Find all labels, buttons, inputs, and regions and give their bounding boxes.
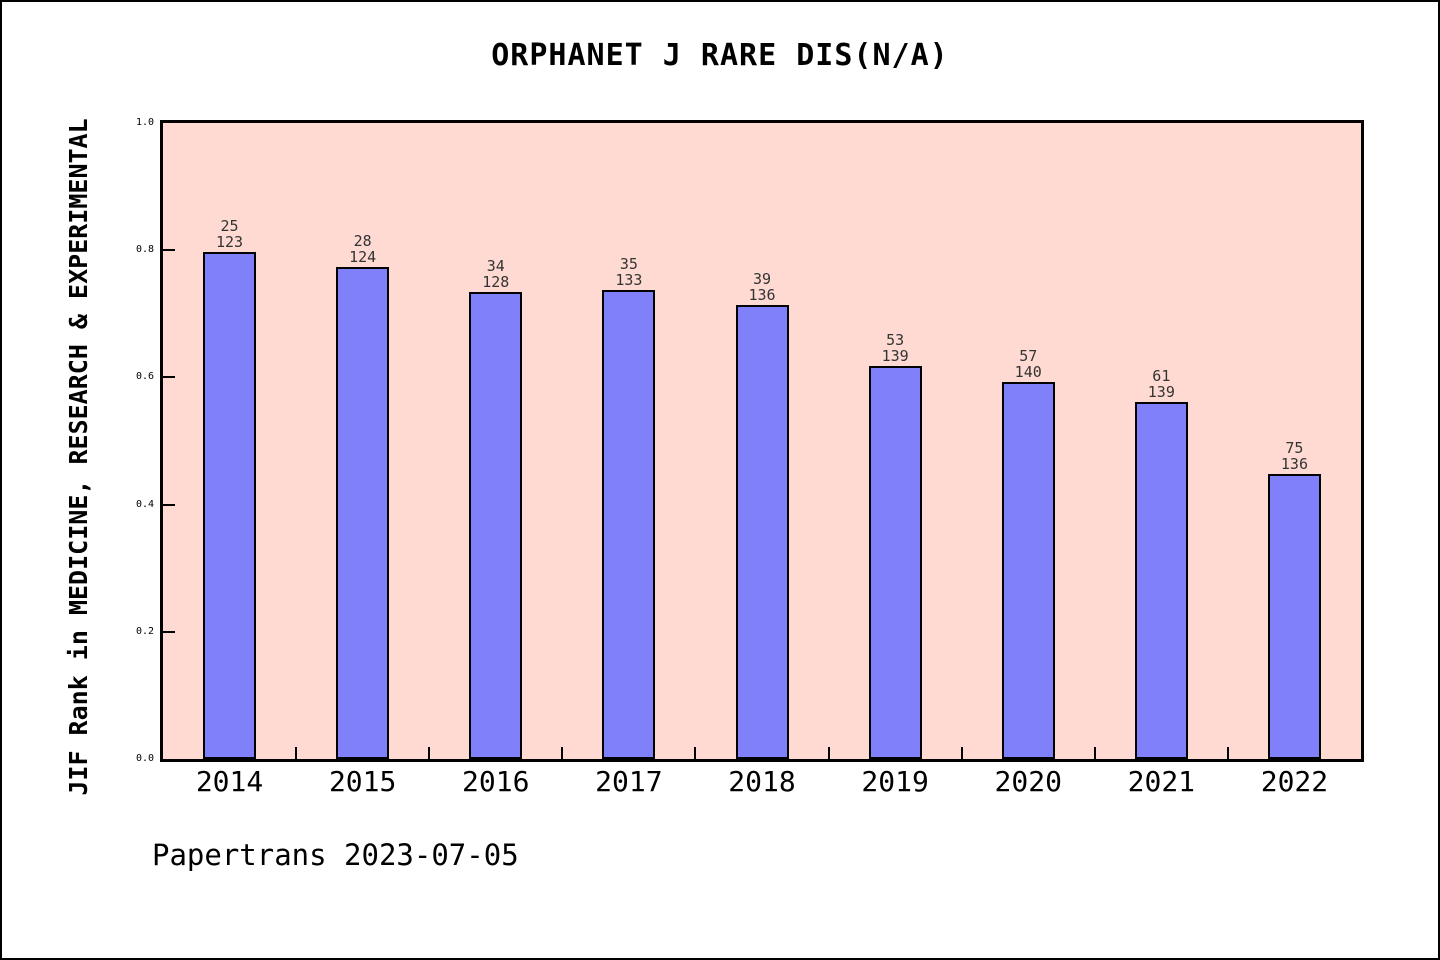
bar-2015: [336, 267, 390, 759]
x-tick-mark: [828, 747, 830, 759]
x-tick-label-2021: 2021: [1127, 765, 1196, 798]
x-tick-mark: [694, 747, 696, 759]
y-tick-mark: [163, 249, 175, 251]
x-tick-mark: [961, 747, 963, 759]
y-tick-label: 0.2: [135, 625, 154, 637]
x-tick-label-2022: 2022: [1260, 765, 1329, 798]
y-tick-mark: [163, 504, 175, 506]
bar-label-total: 140: [1014, 363, 1042, 381]
bar-value-label: 75 136: [1249, 440, 1339, 472]
bar-label-rank: 39: [752, 270, 772, 288]
bar-2019: [868, 366, 922, 759]
bar-label-rank: 61: [1152, 367, 1171, 385]
bar-2022: [1267, 474, 1321, 759]
x-tick-mark: [428, 747, 430, 759]
y-tick-label: 1.0: [135, 117, 154, 128]
x-tick-mark: [561, 747, 563, 759]
y-tick-label: 0.6: [135, 371, 154, 383]
bar-value-label: 39 136: [717, 271, 807, 303]
bar-2016: [469, 292, 523, 759]
chart-title: ORPHANET J RARE DIS(N/A): [491, 38, 949, 73]
bar-label-rank: 35: [619, 255, 638, 273]
bar-label-total: 139: [1147, 383, 1175, 401]
bar-2017: [602, 290, 656, 759]
bar-label-total: 139: [881, 347, 909, 365]
bar-label-rank: 28: [353, 232, 372, 250]
bar-value-label: 25 123: [185, 218, 275, 250]
bar-2014: [203, 252, 257, 759]
y-tick-label: 0.0: [135, 753, 154, 764]
x-tick-label-2015: 2015: [328, 765, 397, 798]
bar-label-rank: 53: [886, 331, 905, 349]
x-tick-mark: [295, 747, 297, 759]
x-tick-label-2019: 2019: [861, 765, 929, 798]
y-tick-label: 0.8: [135, 244, 154, 256]
y-tick-mark: [163, 631, 175, 633]
x-tick-label-2020: 2020: [994, 765, 1062, 798]
bar-value-label: 35 133: [584, 256, 674, 288]
x-tick-mark: [1094, 747, 1096, 759]
bar-label-total: 133: [615, 271, 643, 289]
x-tick-label-2014: 2014: [195, 765, 264, 798]
bar-label-total: 128: [482, 273, 510, 291]
bar-value-label: 53 139: [850, 332, 940, 364]
bar-label-rank: 75: [1285, 439, 1304, 457]
x-tick-label-2018: 2018: [728, 765, 796, 798]
watermark-text: Papertrans 2023-07-05: [152, 838, 519, 872]
bar-2020: [1001, 382, 1055, 759]
bar-2021: [1134, 402, 1188, 759]
bar-label-rank: 34: [486, 257, 505, 275]
bar-value-label: 61 139: [1116, 368, 1206, 400]
bar-label-rank: 25: [220, 217, 239, 235]
bar-value-label: 28 124: [318, 233, 408, 265]
bar-value-label: 57 140: [983, 348, 1073, 380]
y-tick-mark: [163, 376, 175, 378]
x-tick-mark: [1227, 747, 1229, 759]
bar-label-total: 136: [1280, 455, 1308, 473]
bar-2018: [735, 305, 789, 759]
bar-label-total: 124: [349, 248, 377, 266]
x-tick-label-2016: 2016: [462, 765, 530, 798]
y-tick-label: 0.4: [135, 498, 154, 510]
x-tick-label-2017: 2017: [595, 765, 663, 798]
bar-label-total: 123: [216, 233, 244, 251]
plot-area: 25 123 28 124 34 128 35 133 39 136 53 139 57 140 61 139…: [160, 120, 1364, 762]
bar-label-total: 136: [748, 286, 776, 304]
bar-label-rank: 57: [1019, 347, 1038, 365]
y-axis-title: JIF Rank in MEDICINE, RESEARCH & EXPERIM…: [64, 118, 93, 796]
bar-value-label: 34 128: [451, 258, 541, 290]
